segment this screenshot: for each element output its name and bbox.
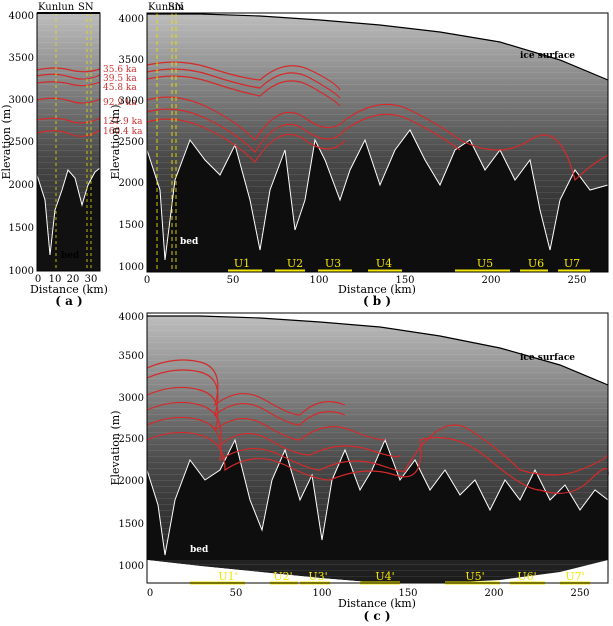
- unit-label: U1: [234, 257, 250, 270]
- panel-a-bed-area: [37, 168, 100, 271]
- y-tick: 2000: [119, 178, 144, 189]
- age-label: 39.5 ka: [103, 74, 137, 84]
- y-tick: 4000: [119, 312, 144, 323]
- panel-a-bed-line: [36, 167, 101, 256]
- x-tick: 10: [49, 274, 62, 285]
- panel-a-ylabel: Elevation (m): [0, 105, 13, 180]
- panel-b-bed-label: bed: [180, 237, 199, 247]
- panel-b-surface-line: [147, 13, 609, 81]
- x-tick: 100: [312, 588, 331, 599]
- y-tick: 1500: [9, 223, 34, 234]
- panel-b-ylabel: Elevation (m): [109, 105, 122, 180]
- panel-a-tag: ( a ): [55, 294, 83, 308]
- x-tick: 30: [85, 274, 98, 285]
- y-tick: 1500: [119, 220, 144, 231]
- panel-a: Kunlun SN bed 35.6 ka 39.5 ka 45.8 ka 92…: [0, 2, 143, 308]
- x-tick: 50: [230, 588, 243, 599]
- panel-c-surface-label: ice surface: [520, 353, 575, 363]
- y-tick: 2500: [119, 434, 144, 445]
- age-label: 92.9 ka: [103, 98, 137, 108]
- panel-c-surface-line: [147, 315, 609, 386]
- x-tick: 200: [481, 275, 500, 286]
- y-tick: 4000: [9, 11, 34, 22]
- y-tick: 3000: [119, 393, 144, 404]
- x-tick: 50: [227, 275, 240, 286]
- panel-c-layers: [146, 359, 609, 494]
- x-tick: 0: [147, 588, 153, 599]
- x-tick: 150: [398, 588, 417, 599]
- panel-b-surface-label: ice surface: [520, 51, 575, 61]
- y-tick: 3000: [9, 95, 34, 106]
- panel-b-xlabel: Distance (km): [338, 283, 416, 296]
- unit-label: U6: [528, 257, 544, 270]
- panel-a-xlabel: Distance (km): [30, 283, 108, 296]
- x-tick: 200: [484, 588, 503, 599]
- age-label: 45.8 ka: [103, 83, 137, 93]
- y-tick: 1000: [119, 262, 144, 273]
- y-tick: 2500: [119, 137, 144, 148]
- panel-b-frame: [146, 12, 609, 273]
- panel-c: ice surface bed U1' U2' U3' U4' U5' U6' …: [109, 312, 609, 623]
- panel-b-tag: ( b ): [363, 294, 391, 308]
- unit-label: U4': [375, 570, 394, 583]
- unit-label: U1': [218, 570, 237, 583]
- unit-label: U7': [565, 570, 584, 583]
- y-tick: 2000: [9, 180, 34, 191]
- panel-c-xlabel: Distance (km): [338, 597, 416, 610]
- panel-b-label-sn: SN: [168, 2, 184, 13]
- unit-label: U7: [564, 257, 580, 270]
- y-tick: 3500: [9, 53, 34, 64]
- panel-c-frame: [146, 312, 609, 584]
- x-tick: 100: [309, 275, 328, 286]
- panel-c-ylabel: Elevation (m): [109, 411, 122, 486]
- panel-b-layers: [146, 61, 609, 182]
- y-tick: 2500: [9, 137, 34, 148]
- x-tick: 250: [567, 275, 586, 286]
- unit-label: U2': [273, 570, 292, 583]
- unit-label: U3': [308, 570, 327, 583]
- y-tick: 4000: [119, 14, 144, 25]
- panel-b-bed-line: [146, 129, 609, 261]
- unit-label: U3: [325, 257, 341, 270]
- unit-label: U6': [517, 570, 536, 583]
- panel-c-bed-label: bed: [190, 545, 209, 555]
- age-label: 160.4 ka: [103, 127, 143, 137]
- unit-label: U2: [287, 257, 303, 270]
- y-tick: 3500: [119, 55, 144, 66]
- panel-a-label-sn: SN: [78, 2, 94, 13]
- age-label: 121.9 ka: [103, 117, 143, 127]
- y-tick: 3500: [119, 351, 144, 362]
- unit-label: U5': [465, 570, 484, 583]
- unit-label: U5: [477, 257, 493, 270]
- x-tick: 250: [570, 588, 589, 599]
- panel-b-label-kunlun: Kunlun: [148, 2, 185, 13]
- panel-a-bed-label: bed: [61, 251, 80, 261]
- y-tick: 2000: [119, 476, 144, 487]
- panel-c-tag: ( c ): [363, 609, 390, 623]
- panel-c-bed-line: [146, 438, 609, 556]
- x-tick: 20: [67, 274, 80, 285]
- y-tick: 1000: [9, 266, 34, 277]
- y-tick: 1500: [119, 519, 144, 530]
- x-tick: 0: [35, 274, 41, 285]
- x-tick: 150: [395, 275, 414, 286]
- x-tick: 0: [144, 275, 150, 286]
- unit-label: U4: [376, 257, 392, 270]
- panel-b: Kunlun SN ice surface bed U1 U2 U3 U4 U5…: [109, 2, 609, 308]
- age-label: 35.6 ka: [103, 65, 137, 75]
- y-tick: 1000: [119, 561, 144, 572]
- y-tick: 3000: [119, 96, 144, 107]
- panel-a-label-kunlun: Kunlun: [38, 2, 75, 13]
